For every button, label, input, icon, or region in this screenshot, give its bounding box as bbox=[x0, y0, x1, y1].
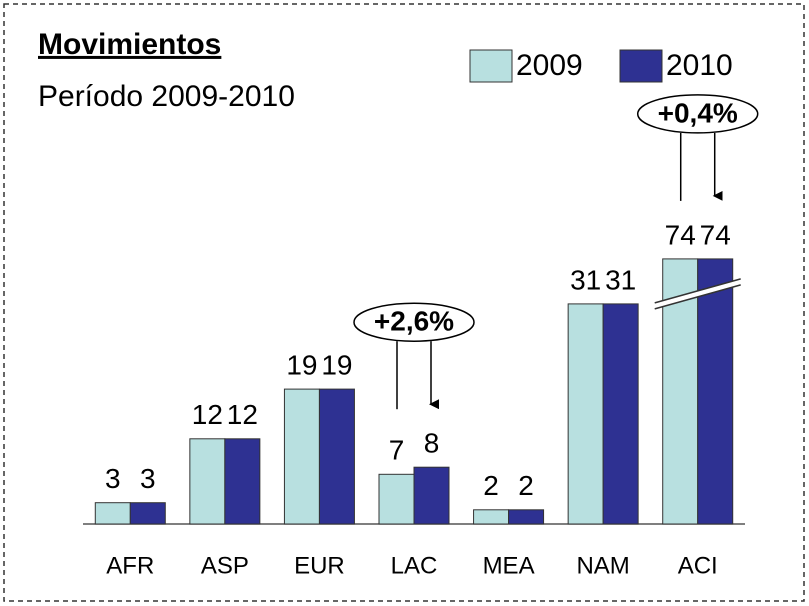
data-label: 2 bbox=[518, 470, 534, 501]
data-label: 19 bbox=[321, 349, 352, 380]
chart-title: Movimientos bbox=[38, 28, 221, 61]
legend-label: 2009 bbox=[516, 49, 583, 82]
legend-label: 2010 bbox=[666, 49, 733, 82]
data-label: 12 bbox=[192, 399, 223, 430]
bar bbox=[378, 473, 415, 525]
data-label: 31 bbox=[570, 264, 601, 295]
data-label: 8 bbox=[424, 428, 440, 459]
bar bbox=[473, 509, 510, 525]
data-label: 31 bbox=[605, 264, 636, 295]
x-tick-label: ASP bbox=[201, 552, 249, 579]
annotation-oval bbox=[353, 302, 475, 342]
bar bbox=[567, 303, 604, 525]
data-label: 7 bbox=[389, 435, 405, 466]
data-label: 74 bbox=[700, 219, 731, 250]
bar bbox=[413, 466, 450, 525]
bar bbox=[602, 303, 639, 525]
axis-break-edge bbox=[654, 278, 741, 310]
x-tick-label: LAC bbox=[391, 552, 438, 579]
bar bbox=[283, 388, 320, 525]
chart-subtitle: Período 2009-2010 bbox=[38, 80, 295, 113]
x-tick-label: MEA bbox=[483, 552, 535, 579]
data-label: 12 bbox=[227, 399, 258, 430]
data-label: 19 bbox=[286, 349, 317, 380]
annotation-text: +0,4% bbox=[658, 97, 738, 128]
frame bbox=[3, 3, 805, 602]
bar bbox=[508, 509, 545, 525]
data-label: 74 bbox=[665, 219, 696, 250]
annotation-text: +2,6% bbox=[374, 306, 454, 337]
legend-swatch bbox=[619, 49, 663, 83]
x-tick-label: EUR bbox=[294, 552, 345, 579]
data-label: 3 bbox=[105, 463, 121, 494]
bar bbox=[697, 258, 734, 525]
data-label: 3 bbox=[140, 463, 156, 494]
bar bbox=[224, 438, 261, 525]
bar bbox=[94, 502, 131, 525]
x-tick-label: AFR bbox=[106, 552, 154, 579]
axis-break bbox=[653, 279, 742, 309]
bar bbox=[189, 438, 226, 525]
annotation-oval bbox=[636, 94, 759, 134]
bar bbox=[318, 388, 355, 525]
bar bbox=[129, 502, 166, 525]
data-label: 2 bbox=[483, 470, 499, 501]
x-tick-label: NAM bbox=[576, 552, 629, 579]
x-tick-label: ACI bbox=[678, 552, 718, 579]
legend-swatch bbox=[469, 49, 513, 83]
